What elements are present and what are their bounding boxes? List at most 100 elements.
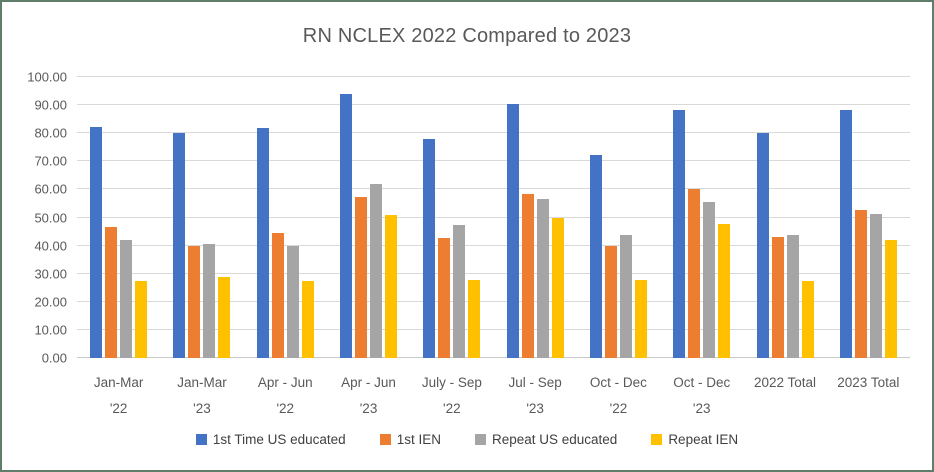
bar: [355, 196, 368, 358]
legend-swatch-icon: [651, 434, 663, 445]
bar: [536, 199, 549, 358]
bar: [604, 245, 617, 358]
x-axis-label: Jan-Mar '22: [93, 375, 144, 416]
bar: [468, 280, 481, 358]
bar-group: [827, 77, 910, 358]
bar: [801, 281, 814, 358]
y-tick-label: 70.00: [34, 153, 67, 169]
bar: [90, 126, 103, 358]
chart-title: RN NCLEX 2022 Compared to 2023: [302, 25, 632, 47]
bar: [771, 236, 784, 358]
bar: [385, 214, 398, 358]
gridline: [77, 244, 910, 246]
bar: [756, 133, 769, 358]
legend-swatch-icon: [379, 434, 391, 445]
legend-label: 1st IEN: [396, 432, 441, 447]
bar: [506, 103, 519, 358]
bar: [786, 235, 799, 358]
bar-group: [410, 77, 493, 358]
bar: [869, 214, 882, 358]
y-tick-label: 10.00: [34, 322, 67, 338]
bar: [854, 210, 867, 358]
bar: [340, 93, 353, 358]
legend: 1st Time US educated 1st IEN Repeat US edu…: [2, 432, 932, 447]
bar: [619, 234, 632, 358]
bar: [688, 188, 701, 358]
bar: [703, 202, 716, 358]
bar: [218, 277, 231, 358]
bar: [286, 246, 299, 358]
legend-swatch-icon: [474, 434, 486, 445]
chart-area: 0.00 10.00 20.00 30.00 40.00 50.00 60.00 70.00 8…: [27, 71, 910, 365]
gridline: [77, 272, 910, 274]
y-tick-label: 20.00: [34, 294, 67, 310]
legend-item: 1st IEN: [379, 432, 441, 447]
bar-group: [660, 77, 743, 358]
gridline: [77, 104, 910, 106]
bar: [188, 246, 201, 358]
bar-group: [327, 77, 410, 358]
x-axis-labels: Jan-Mar '22 Jan-Mar '23 Apr - Jun '22 Apr - Ju…: [77, 358, 910, 422]
bar: [271, 232, 284, 358]
y-tick-label: 40.00: [34, 238, 67, 254]
bar: [718, 223, 731, 358]
bar-group: [77, 77, 160, 358]
bar: [551, 217, 564, 358]
x-axis-label: 2022 Total: [753, 375, 817, 390]
bar-group: [493, 77, 576, 358]
gridline: [77, 300, 910, 302]
bar: [589, 154, 602, 358]
bar: [256, 127, 269, 358]
bar: [370, 184, 383, 358]
bar: [453, 225, 466, 358]
bar-group: [577, 77, 660, 358]
y-tick-label: 50.00: [34, 210, 67, 225]
legend-item: 1st Time US educated: [195, 432, 346, 447]
x-axis-line: [77, 357, 910, 358]
legend-swatch-icon: [195, 434, 207, 445]
x-axis-label: Jan-Mar '23: [177, 375, 227, 416]
y-tick-label: 80.00: [34, 125, 67, 141]
x-axis-label: Apr - Jun '22: [257, 375, 313, 416]
gridline: [77, 328, 910, 330]
bar-group: [743, 77, 826, 358]
legend-label: Repeat IEN: [668, 432, 739, 447]
bar: [839, 109, 852, 358]
bar-group: [244, 77, 327, 358]
bar: [634, 279, 647, 358]
y-tick-label: 60.00: [34, 181, 67, 197]
gridline: [77, 132, 910, 134]
x-axis-label: Apr - Jun '23: [341, 375, 396, 416]
gridline: [77, 76, 910, 77]
bar: [423, 139, 436, 358]
bar: [135, 281, 148, 358]
y-tick-label: 0.00: [41, 350, 67, 366]
y-tick-label: 90.00: [34, 97, 67, 113]
gridline: [77, 160, 910, 162]
legend-item: Repeat US educated: [474, 432, 618, 447]
y-tick-label: 30.00: [34, 266, 67, 282]
x-axis-label: July - Sep '22: [421, 375, 482, 416]
bar-groups: [77, 77, 910, 358]
legend-item: Repeat IEN: [651, 432, 738, 447]
bar: [438, 237, 451, 358]
x-axis-label: Oct - Dec '23: [673, 375, 731, 416]
x-axis-label: Jul - Sep '23: [508, 375, 562, 416]
plot-area: 0.00 10.00 20.00 30.00 40.00 50.00 60.00 70.00 8…: [27, 71, 910, 365]
bar: [301, 281, 314, 358]
bar: [673, 110, 686, 358]
bar: [884, 239, 897, 358]
x-axis-label: Oct - Dec '22: [589, 375, 647, 416]
bar: [120, 239, 133, 358]
gridline: [77, 188, 910, 190]
gridline: [77, 216, 910, 218]
x-axis-label: 2023 Total: [837, 375, 900, 390]
y-tick-label: 100.00: [27, 69, 67, 85]
legend-label: Repeat US educated: [491, 432, 618, 447]
bar: [203, 243, 216, 358]
bar: [521, 194, 534, 358]
bar: [105, 227, 118, 358]
bar-group: [160, 77, 243, 358]
legend-label: 1st Time US educated: [212, 432, 346, 447]
